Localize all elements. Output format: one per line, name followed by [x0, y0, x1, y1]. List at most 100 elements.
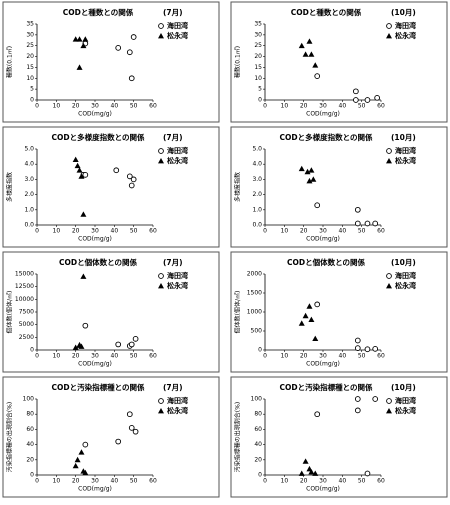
point [72, 462, 79, 469]
point [82, 36, 89, 42]
point [372, 220, 379, 227]
legend-symbol [386, 398, 392, 404]
panel-border [2, 126, 220, 248]
panel-border [230, 1, 448, 123]
legend-symbol [158, 273, 164, 279]
point [364, 220, 371, 227]
chart-subtitle: (10月) [391, 383, 416, 392]
y-tick-label: 1000 [247, 309, 262, 316]
legend-label: 松永湾 [167, 31, 188, 40]
point [128, 182, 135, 189]
legend-symbol [386, 273, 392, 279]
legend-symbol [386, 33, 392, 39]
legend-symbol [158, 398, 164, 404]
point [314, 202, 321, 209]
x-tick-label: 60 [149, 228, 157, 235]
x-tick-label: 30 [319, 478, 327, 485]
x-tick-label: 20 [300, 478, 308, 485]
y-tick-label: 1.0 [24, 206, 34, 213]
point [76, 36, 83, 42]
x-tick-label: 10 [53, 478, 61, 485]
point [372, 396, 379, 402]
legend-symbol [158, 408, 164, 414]
chart-title: CODと汚染指標種との関係 [279, 382, 373, 392]
x-tick-label: 20 [300, 228, 308, 235]
x-tick-label: 60 [149, 353, 157, 360]
legend-symbol [386, 158, 392, 164]
y-axis-label: 個体数(個体/㎡) [6, 291, 14, 334]
point [128, 341, 135, 348]
point [82, 469, 89, 476]
chart-subtitle: (7月) [163, 258, 183, 267]
y-tick-label: 7500 [19, 309, 34, 316]
y-axis-label: 種数(0.1㎡) [6, 46, 14, 78]
point [72, 344, 79, 350]
legend-label: 海田湾 [395, 21, 416, 30]
y-tick-label: 20 [254, 456, 262, 463]
x-tick-label: 60 [377, 228, 385, 235]
panel-border [2, 251, 220, 373]
point [308, 468, 315, 475]
y-tick-label: 4.0 [252, 161, 262, 168]
chart-subtitle: (7月) [163, 383, 183, 392]
point [308, 51, 315, 57]
point [304, 168, 311, 175]
legend-label: 海田湾 [167, 21, 188, 30]
x-tick-label: 30 [91, 353, 99, 360]
point [312, 62, 319, 68]
chart-title: CODと種数との関係 [291, 7, 362, 17]
x-axis-label: COD(mg/g) [78, 361, 112, 368]
x-tick-label: 40 [339, 353, 347, 360]
point [306, 38, 313, 44]
y-tick-label: 15000 [15, 271, 34, 278]
x-tick-label: 10 [281, 353, 289, 360]
point [74, 162, 81, 169]
x-tick-label: 0 [263, 353, 267, 360]
point [80, 42, 87, 49]
y-tick-label: 2000 [247, 271, 262, 278]
point [78, 449, 85, 455]
point [298, 470, 305, 476]
x-axis-label: COD(mg/g) [306, 486, 340, 493]
chart-title: CODと種数との関係 [63, 7, 134, 17]
x-tick-label: 60 [149, 103, 157, 110]
panel-border [2, 376, 220, 498]
point [126, 173, 133, 180]
point [372, 346, 379, 352]
legend-symbol [158, 148, 164, 154]
y-tick-label: 20 [26, 53, 34, 60]
x-axis-label: COD(mg/g) [78, 111, 112, 118]
chart-title: CODと個体数との関係 [287, 257, 366, 267]
legend-symbol [158, 23, 164, 29]
panel-border [230, 251, 448, 373]
point [314, 301, 321, 308]
point [302, 51, 309, 57]
y-tick-label: 30 [26, 31, 34, 38]
x-tick-label: 10 [53, 103, 61, 110]
legend-label: 松永湾 [395, 156, 416, 165]
x-tick-label: 20 [72, 353, 80, 360]
x-tick-label: 0 [35, 103, 39, 110]
x-tick-label: 60 [377, 103, 385, 110]
x-tick-label: 10 [281, 103, 289, 110]
x-tick-label: 0 [35, 228, 39, 235]
y-tick-label: 15 [26, 64, 34, 71]
point [115, 45, 122, 51]
point [130, 34, 137, 40]
y-tick-label: 1500 [247, 290, 262, 297]
x-axis-label: COD(mg/g) [306, 361, 340, 368]
y-tick-label: 2.0 [252, 191, 262, 198]
point [364, 470, 371, 477]
x-tick-label: 50 [358, 478, 366, 485]
point [126, 411, 133, 418]
legend-symbol [158, 283, 164, 289]
legend-label: 松永湾 [395, 31, 416, 40]
y-tick-label: 3.0 [252, 176, 262, 183]
point [76, 167, 83, 173]
point [128, 75, 135, 82]
y-tick-label: 0.0 [24, 222, 34, 229]
legend-symbol [158, 158, 164, 164]
y-tick-label: 60 [26, 426, 34, 433]
y-axis-label: 多様度指数 [6, 172, 14, 202]
x-tick-label: 10 [281, 228, 289, 235]
